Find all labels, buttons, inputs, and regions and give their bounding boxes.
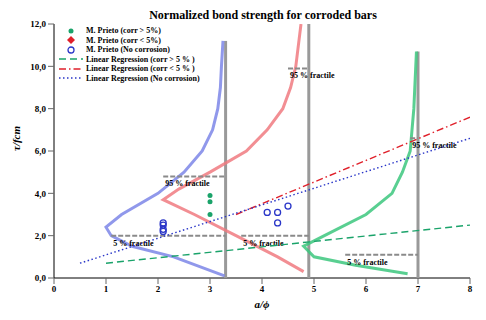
svg-text:2: 2 [156, 284, 161, 294]
svg-text:5 % fractile: 5 % fractile [113, 238, 154, 248]
html-text:M. Prieto (corr < 5%): M. Prieto (corr < 5%) [86, 35, 161, 45]
html-text:Linear Regression (No corrosio: Linear Regression (No corrosion) [86, 73, 200, 83]
svg-text:95 % fractile: 95 % fractile [290, 71, 335, 80]
svg-text:6: 6 [364, 284, 369, 294]
svg-text:6,0: 6,0 [35, 146, 47, 156]
svg-text:3: 3 [208, 284, 213, 294]
svg-text:95 % fractile: 95 % fractile [412, 141, 457, 151]
svg-text:8: 8 [468, 284, 473, 294]
svg-text:2,0: 2,0 [35, 231, 47, 241]
html-text:M. Prieto (corr > 5%): M. Prieto (corr > 5%) [86, 26, 161, 35]
svg-text:4,0: 4,0 [35, 189, 47, 199]
svg-text:95 % fractile: 95 % fractile [165, 179, 210, 188]
svg-text:5: 5 [312, 284, 317, 294]
html-text:Linear Regression (corr > 5 %: Linear Regression (corr > 5 % ) [86, 54, 195, 64]
svg-text:0: 0 [52, 284, 57, 294]
svg-text:5 % fractile: 5 % fractile [243, 238, 284, 248]
svg-text:τ/fcm: τ/fcm [10, 126, 22, 151]
html-text:Normalized bond strength for c: Normalized bond strength for corroded ba… [149, 8, 377, 22]
svg-text:5 % fractile: 5 % fractile [347, 258, 388, 267]
svg-text:7: 7 [416, 284, 421, 294]
html-text:Linear Regression (corr < 5 %: Linear Regression (corr < 5 % ) [86, 64, 195, 73]
svg-text:12,0: 12,0 [30, 19, 46, 29]
svg-text:a/ϕ: a/ϕ [255, 298, 271, 310]
svg-text:8,0: 8,0 [35, 104, 47, 114]
svg-text:1: 1 [104, 284, 109, 294]
html-text:M. Prieto (No corrosion): M. Prieto (No corrosion) [86, 45, 170, 54]
svg-text:0,0: 0,0 [35, 273, 47, 283]
svg-text:4: 4 [260, 284, 265, 294]
svg-text:10,0: 10,0 [30, 62, 46, 72]
